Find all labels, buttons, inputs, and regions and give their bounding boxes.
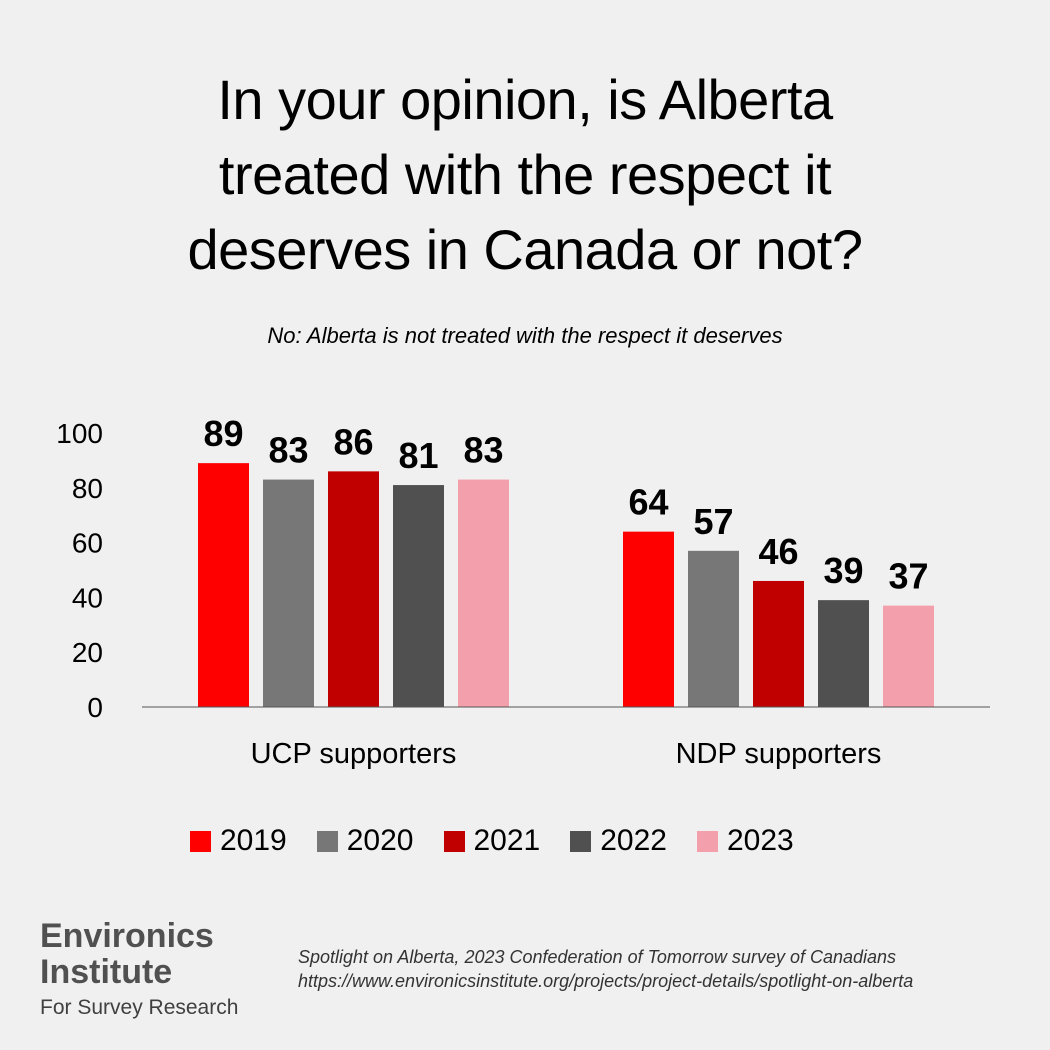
logo-line-1: Environics: [40, 917, 214, 955]
y-tick-label: 20: [72, 637, 103, 668]
title-line: treated with the respect it: [218, 143, 832, 206]
legend-swatch: [190, 830, 211, 852]
legend-swatch: [697, 830, 718, 852]
legend-label: 2022: [600, 824, 667, 857]
data-label: 81: [398, 435, 438, 476]
x-category-label: NDP supporters: [676, 738, 882, 770]
legend-item-2021: 2021: [443, 824, 541, 858]
legend-label: 2019: [220, 824, 287, 857]
legend-item-2023: 2023: [697, 824, 794, 858]
logo-line-2: Institute: [40, 953, 173, 991]
source-note: Spotlight on Alberta, 2023 Confederation…: [298, 947, 914, 991]
title-line: In your opinion, is Alberta: [217, 68, 833, 131]
bar-2019: [623, 531, 674, 707]
chart-subtitle: No: Alberta is not treated with the resp…: [267, 323, 783, 348]
legend-label: 2020: [346, 824, 414, 857]
data-label: 46: [758, 531, 798, 572]
bar-2022: [818, 600, 869, 707]
legend-swatch: [443, 830, 465, 852]
y-tick-label: 100: [56, 418, 103, 449]
y-tick-label: 40: [72, 582, 103, 613]
legend-item-2019: 2019: [190, 824, 287, 858]
bar-2022: [393, 485, 444, 707]
y-tick-label: 60: [72, 528, 103, 559]
data-label: 86: [333, 421, 373, 462]
data-label: 39: [823, 550, 863, 591]
data-label: 83: [268, 430, 308, 471]
data-label: 64: [628, 482, 668, 523]
data-label: 83: [463, 430, 503, 471]
bar-2020: [688, 550, 739, 707]
legend-label: 2021: [473, 824, 541, 857]
x-category-label: UCP supporters: [251, 738, 457, 770]
bar-2021: [753, 580, 804, 707]
logo-line-3: For Survey Research: [40, 996, 239, 1019]
environics-logo: Environics Institute For Survey Research: [40, 918, 238, 1020]
legend-item-2022: 2022: [570, 824, 667, 858]
legend-swatch: [316, 830, 338, 852]
bar-2019: [198, 463, 249, 707]
data-label: 89: [203, 413, 243, 454]
title-line: deserves in Canada or not?: [187, 218, 864, 281]
legend-swatch: [570, 830, 592, 852]
y-tick-label: 80: [72, 473, 103, 504]
chart-title: In your opinion, is Alberta treated with…: [0, 62, 1050, 287]
bar-2021: [328, 471, 379, 707]
y-tick-label: 0: [87, 692, 103, 723]
legend: 2019 2020 2021 2022 2023: [190, 824, 824, 858]
data-label: 57: [693, 501, 733, 542]
bar-2023: [883, 605, 934, 707]
bar-chart: 0 20 40 60 80 100 89 83 86 81 83 UCP supporters 64 57…: [56, 413, 990, 770]
data-label: 37: [888, 556, 928, 597]
legend-item-2020: 2020: [316, 824, 414, 858]
legend-label: 2023: [727, 824, 794, 857]
bar-2023: [458, 479, 509, 707]
bar-2020: [263, 479, 314, 707]
